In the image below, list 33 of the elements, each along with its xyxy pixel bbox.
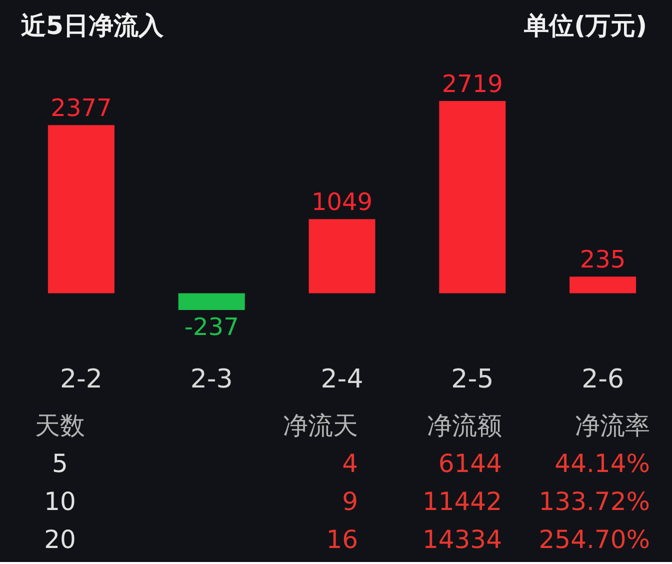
x-tick-label: 2-3 (190, 364, 233, 394)
bar (178, 293, 245, 310)
text: 44.14% (554, 449, 650, 478)
bar (570, 276, 636, 294)
text: 10 (44, 487, 76, 516)
text: 20 (44, 525, 76, 554)
text: 4 (342, 449, 358, 478)
text: 净流额 (427, 411, 502, 440)
text: 5 (52, 449, 68, 478)
x-tick-label: 2-4 (320, 364, 364, 394)
bar (48, 125, 114, 294)
text: 天数 (35, 411, 85, 440)
bar (308, 219, 376, 294)
bar (439, 101, 506, 294)
chart-subtitle: 单位(万元) (523, 11, 647, 40)
text: 133.72% (538, 487, 650, 516)
data-label: 2719 (442, 70, 503, 98)
data-label: 1049 (311, 188, 373, 216)
text: 254.70% (538, 525, 650, 554)
x-tick-label: 2-2 (60, 364, 102, 394)
data-label: -237 (184, 313, 239, 341)
text: 净流天 (283, 411, 358, 440)
data-label: 235 (580, 246, 626, 274)
text: 净流率 (575, 411, 650, 440)
text: 16 (326, 525, 358, 554)
x-tick-label: 2-5 (451, 364, 494, 394)
text: 9 (342, 487, 358, 516)
text: 6144 (438, 449, 502, 478)
x-tick-label: 2-6 (582, 364, 624, 394)
data-label: 2377 (50, 94, 112, 122)
chart-title: 近5日净流入 (21, 11, 164, 40)
text: 14334 (422, 525, 502, 554)
text: 11442 (422, 487, 502, 516)
